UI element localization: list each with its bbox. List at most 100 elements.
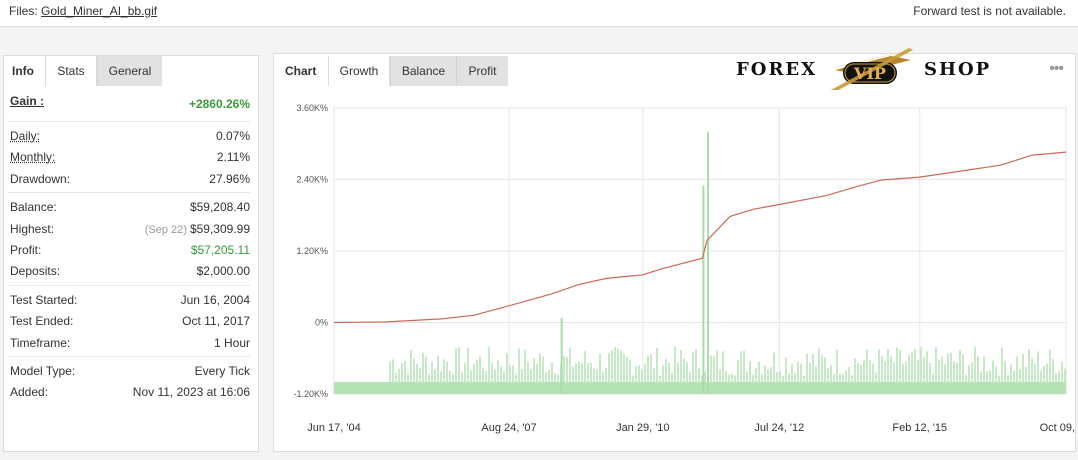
stat-value: Oct 11, 2017 [182,314,250,329]
volume-bar [536,364,538,394]
volume-bar [788,373,790,394]
volume-bar [662,365,664,394]
stat-gain: Gain : +2860.26% [4,88,258,118]
volume-bar [1040,370,1042,394]
forward-test-note: Forward test is not available. [913,4,1066,18]
volume-bar [506,353,508,394]
tab-general[interactable]: General [97,56,162,86]
volume-bar [827,368,829,394]
stat-label: Added: [10,385,49,400]
volume-bar [404,361,406,394]
volume-bar [797,361,799,394]
volume-bar [470,370,472,394]
volume-bar [629,359,631,394]
tab-balance[interactable]: Balance [390,56,456,86]
volume-bar [1016,356,1018,394]
volume-bar [905,361,907,394]
volume-bar [413,358,415,394]
volume-bar [1052,359,1054,394]
volume-bar [755,367,757,394]
volume-bar [431,361,433,394]
stat-label[interactable]: Daily: [10,129,41,143]
volume-bar [557,374,559,394]
volume-bar [854,358,856,394]
logo-vip-badge: VIP [830,48,913,90]
volume-bar [767,369,769,394]
volume-bar [533,358,535,394]
volume-bar [857,363,859,394]
volume-bar [449,370,451,394]
volume-bar [845,370,847,394]
volume-bar [410,349,412,394]
volume-bar [866,349,868,394]
volume-bar [647,355,649,394]
file-link[interactable]: Gold_Miner_AI_bb.gif [41,4,158,18]
volume-bar [959,349,961,394]
growth-line [333,151,1067,324]
volume-bar [830,365,832,394]
stat-added: Added: Nov 11, 2023 at 16:06 [4,381,258,402]
volume-bar [701,375,703,394]
files-info: Files: Gold_Miner_AI_bb.gif [9,4,157,18]
volume-bar [611,350,613,394]
tab-info[interactable]: Info [12,64,34,78]
volume-bar [941,356,943,394]
chart-panel: Chart Growth Balance Profit FOREX VIP SH… [273,48,1076,452]
volume-bar [980,371,982,394]
stat-value: Every Tick [194,363,250,378]
volume-bar [809,362,811,394]
volume-bar [641,369,643,394]
volume-bar [461,372,463,394]
volume-bar [758,361,760,394]
volume-bar [686,362,688,394]
stat-value: $57,205.11 [190,242,250,257]
volume-bar [464,362,466,394]
stat-label: Profit: [10,242,42,257]
volume-bar [815,366,817,394]
volume-bar [455,348,457,394]
volume-bar [878,349,880,394]
volume-bar [926,351,928,394]
stats-list: Gain : +2860.26% Daily: 0.07% Monthly: 2… [4,88,258,403]
volume-bar [944,364,946,394]
logo-text-left: FOREX [736,59,818,80]
more-dots-icon[interactable]: ••• [1049,60,1064,77]
volume-bar [869,360,871,394]
stat-label[interactable]: Gain : [10,94,45,108]
stat-label: Test Started: [10,292,78,307]
volume-bar [839,373,841,394]
volume-bar [746,371,748,394]
stat-monthly: Monthly: 2.11% [4,146,258,167]
y-tick-label: -1.20K% [293,389,328,399]
volume-bar [1004,360,1006,394]
volume-bar [713,356,715,394]
tab-growth[interactable]: Growth [328,56,390,86]
volume-bar [572,366,574,394]
volume-bar [677,362,679,394]
tab-profit[interactable]: Profit [456,56,508,86]
volume-bar [476,359,478,394]
volume-bar [440,371,442,394]
volume-bar [494,369,496,394]
volume-bar [659,375,661,394]
tab-chart[interactable]: Chart [285,64,317,78]
volume-bar [782,376,784,394]
chart-grid [333,107,1067,395]
volume-bar [395,372,397,394]
volume-bar [539,353,541,394]
volume-bar [863,360,865,394]
top-bar: Files: Gold_Miner_AI_bb.gif Forward test… [0,0,1078,27]
volume-bar [656,347,658,394]
tab-stats[interactable]: Stats [45,56,97,86]
volume-bar [479,356,481,394]
stat-label[interactable]: Monthly: [10,150,56,165]
volume-bar [737,360,739,394]
y-tick-label: 2.40K% [296,175,328,185]
volume-bar [806,353,808,394]
volume-bar [794,372,796,394]
volume-bar [824,357,826,394]
stat-label: Timeframe: [10,335,71,350]
stat-drawdown: Drawdown: 27.96% [4,168,258,189]
volume-bar [422,352,424,394]
x-tick-label: Oct 09, '17 [1040,422,1075,434]
